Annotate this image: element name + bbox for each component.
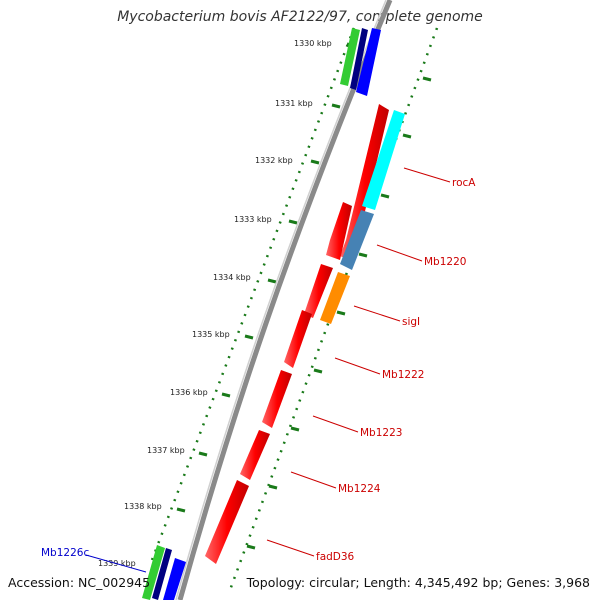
cds-arrow-rocA (340, 104, 389, 262)
tick-label: 1338 kbp (124, 502, 162, 511)
gene-label-rocA[interactable]: rocA (452, 177, 476, 189)
cds-arrow-sigI (304, 264, 333, 318)
map-title: Mycobacterium bovis AF2122/97, complete … (117, 9, 483, 25)
red-cds-track (205, 104, 389, 564)
gene-label-Mb1224[interactable]: Mb1224 (338, 483, 381, 495)
gene-label-sigI[interactable]: sigI (402, 316, 420, 328)
tick-marks (176, 42, 432, 550)
navy-orf-bottom (152, 548, 172, 600)
green-orf-bottom (142, 545, 165, 600)
gene-label-Mb1223[interactable]: Mb1223 (360, 427, 402, 439)
green-orf-top (340, 28, 360, 86)
sigI-band (320, 272, 350, 324)
cds-arrow-Mb1220 (326, 202, 352, 260)
tick-label: 1330 kbp (294, 39, 332, 48)
gene-label-fadD36[interactable]: fadD36 (316, 551, 355, 563)
cds-arrow-Mb1224 (240, 430, 270, 480)
blue-cds-bottom (163, 558, 186, 600)
cds-arrow-Mb1223 (262, 370, 292, 428)
label-leaders (85, 167, 451, 573)
cds-arrow-fadD36 (205, 480, 249, 564)
genome-summary-text: Topology: circular; Length: 4,345,492 bp… (246, 575, 590, 590)
outer-dotted-track (150, 27, 356, 561)
tick-label: 1335 kbp (192, 330, 230, 339)
tick-label: 1337 kbp (147, 446, 185, 455)
tick-label: 1334 kbp (213, 273, 251, 282)
blue-cds-top (356, 28, 381, 96)
navy-orf-top (350, 28, 368, 90)
rocA-band (362, 110, 405, 210)
cds-arrow-Mb1222 (284, 310, 312, 368)
Mb1220-band (340, 210, 374, 270)
tick-label: 1333 kbp (234, 215, 272, 224)
gene-label-Mb1222[interactable]: Mb1222 (382, 369, 424, 381)
gene-labels: rocA Mb1220 sigI Mb1222 Mb1223 Mb1224 fa… (41, 177, 476, 563)
tick-label: 1336 kbp (170, 388, 208, 397)
tick-label: 1331 kbp (275, 99, 313, 108)
gene-label-Mb1220[interactable]: Mb1220 (424, 256, 466, 268)
genome-backbone (177, 0, 393, 600)
accession-text: Accession: NC_002945 (8, 575, 151, 590)
tick-label: 1332 kbp (255, 156, 293, 165)
gene-label-Mb1226c[interactable]: Mb1226c (41, 547, 89, 559)
